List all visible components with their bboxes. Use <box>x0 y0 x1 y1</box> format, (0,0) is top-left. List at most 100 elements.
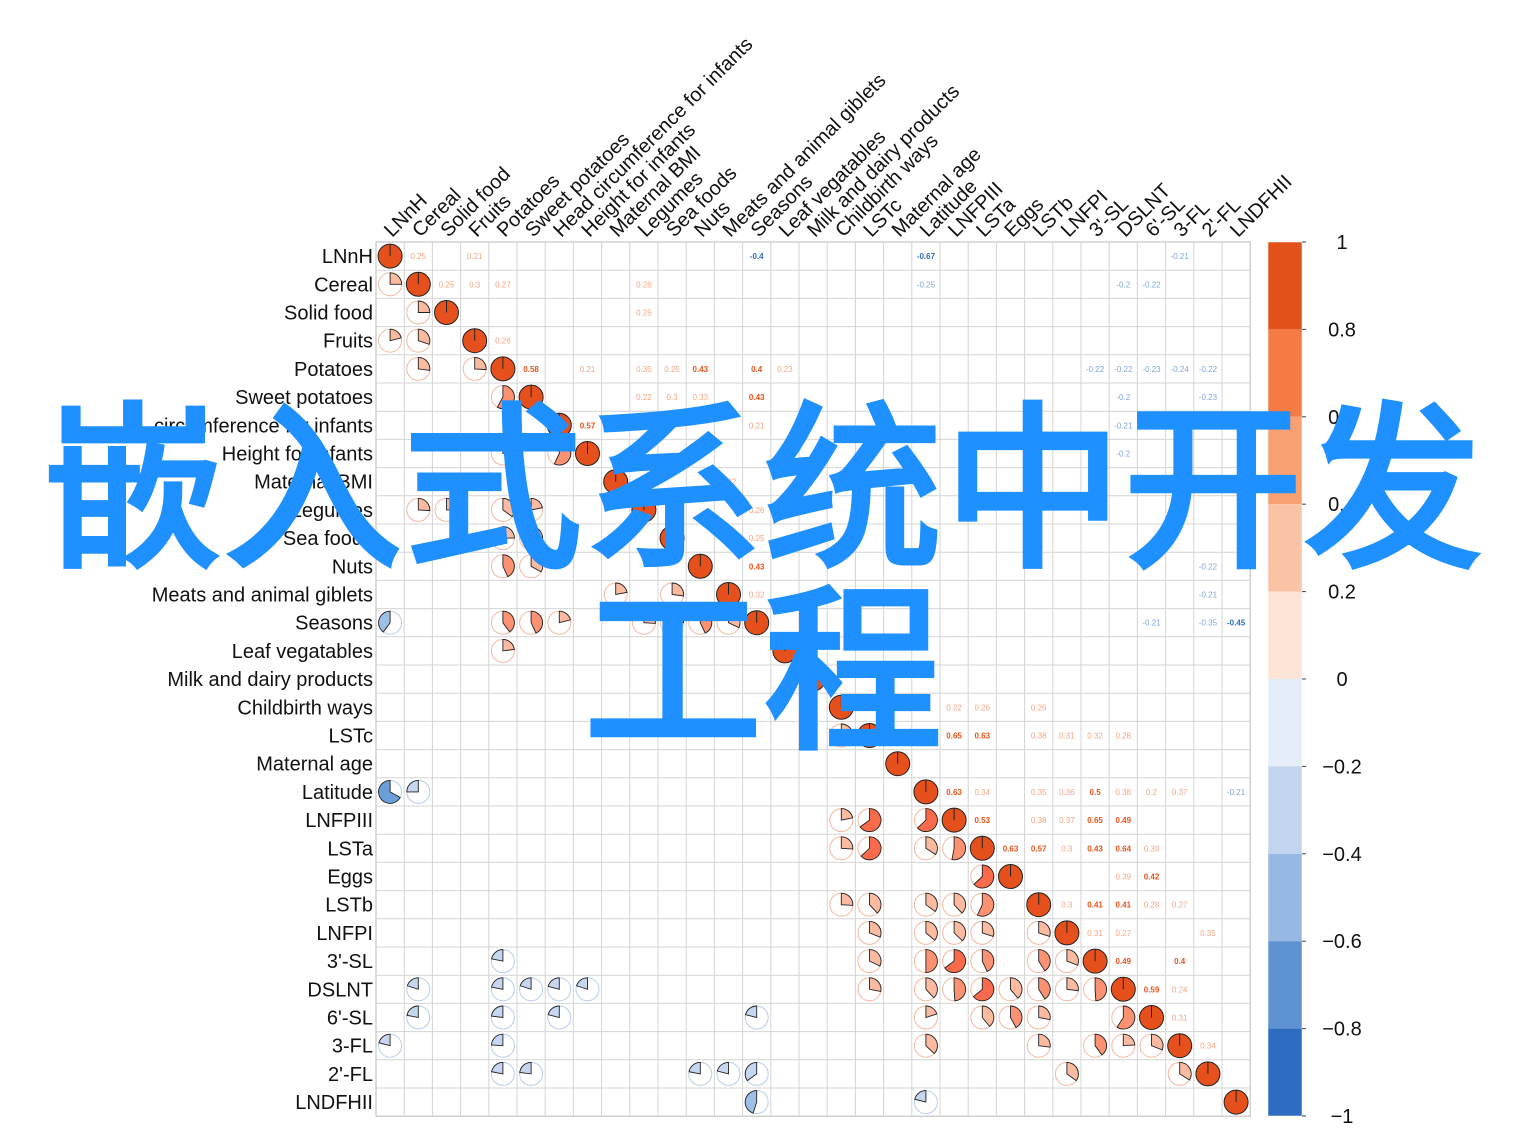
pie-mark <box>942 977 967 1002</box>
pie-mark <box>688 610 713 635</box>
data-label: 0.22 <box>721 478 737 487</box>
data-label: 0.37 <box>1059 816 1075 825</box>
pie-mark <box>744 1090 769 1115</box>
data-label: -0.67 <box>917 252 936 261</box>
pie-slice <box>643 610 656 624</box>
pie-slice <box>446 497 459 511</box>
pie-slice <box>378 610 391 633</box>
row-label: Eggs <box>327 867 373 889</box>
pie-slice <box>925 1005 938 1019</box>
pie-slice <box>1151 1033 1164 1051</box>
data-label: 0.38 <box>1031 816 1047 825</box>
data-label: 0.24 <box>1172 985 1188 994</box>
pie-mark <box>1223 1089 1249 1115</box>
pie-slice <box>953 920 967 942</box>
pie-mark <box>1026 949 1051 974</box>
pie-mark <box>1083 1033 1108 1058</box>
data-label: 0.43 <box>693 365 709 374</box>
pie-mark <box>546 412 572 438</box>
pie-slice <box>558 610 571 624</box>
pie-mark <box>1083 977 1108 1002</box>
pie-slice <box>925 949 938 974</box>
row-label: Latitude <box>302 782 373 804</box>
pie-slice <box>925 836 938 856</box>
pie-mark <box>547 977 572 1002</box>
data-label: 0.35 <box>1031 788 1047 797</box>
pie-mark <box>519 526 544 551</box>
data-label: 0.26 <box>975 703 991 712</box>
data-label: 0.32 <box>749 591 765 600</box>
pie-mark <box>434 300 459 325</box>
pie-mark <box>857 836 882 861</box>
pie-slice <box>1038 1033 1051 1048</box>
pie-slice <box>1066 1061 1079 1082</box>
pie-mark <box>970 892 995 917</box>
pie-slice <box>860 836 882 861</box>
pie-slice <box>389 272 403 285</box>
pie-mark <box>998 977 1023 1002</box>
pie-slice <box>389 328 402 342</box>
pie-mark <box>1054 1061 1079 1086</box>
data-label: 0.38 <box>1031 732 1047 741</box>
pie-mark <box>970 920 995 945</box>
pie-slice <box>944 949 966 974</box>
pie-mark <box>490 977 515 1002</box>
pie-mark <box>1026 977 1051 1002</box>
pie-slice <box>699 610 713 634</box>
colorbar-segment <box>1268 941 1302 1029</box>
data-label: 0.21 <box>580 365 596 374</box>
pie-slice <box>671 610 685 624</box>
pie-mark <box>800 666 826 692</box>
pie-mark <box>1111 1005 1136 1030</box>
pie-mark <box>659 525 685 551</box>
row-label: LNFPIII <box>305 810 373 832</box>
row-label: Sea foods <box>283 528 373 550</box>
data-label: 0.25 <box>749 534 765 543</box>
pie-mark <box>942 949 967 974</box>
pie-mark <box>490 610 515 635</box>
pie-slice <box>840 808 854 821</box>
pie-mark <box>913 949 938 974</box>
pie-mark <box>547 1005 572 1030</box>
grid <box>375 241 1251 1117</box>
pie-mark <box>998 1005 1023 1030</box>
row-label: circumference for infants <box>154 415 373 437</box>
pie-mark <box>828 694 854 720</box>
colorbar-segment <box>1268 329 1302 417</box>
pie-mark <box>434 497 459 522</box>
pie-slice <box>744 1061 758 1082</box>
row-label: Legumes <box>291 500 373 522</box>
data-label: 0.5 <box>1090 788 1102 797</box>
data-label: -0.2 <box>1116 280 1130 289</box>
data-label: 0.3 <box>1061 901 1073 910</box>
pie-slice <box>417 300 431 313</box>
pie-mark <box>744 1061 769 1086</box>
pie-slice <box>869 892 882 914</box>
data-label: 0.41 <box>1116 901 1132 910</box>
pie-slice <box>530 526 544 543</box>
row-label: Sweet potatoes <box>235 387 373 409</box>
pie-slice <box>1038 1005 1051 1021</box>
pie-slice <box>417 328 431 345</box>
data-label: 0.65 <box>1087 816 1103 825</box>
pie-slice <box>1010 977 1023 999</box>
pie-slice <box>981 949 995 973</box>
data-label: 0.36 <box>1059 788 1075 797</box>
data-label: 0.21 <box>467 252 483 261</box>
pie-mark <box>1167 1061 1192 1086</box>
data-label: 0.43 <box>749 393 765 402</box>
colorbar-tick-label: −0.4 <box>1322 844 1361 866</box>
data-label: 0.26 <box>636 280 652 289</box>
pie-slice <box>1122 1033 1136 1047</box>
data-label: -0.22 <box>1199 365 1218 374</box>
pie-slice <box>491 949 504 962</box>
pie-slice <box>840 836 854 850</box>
pie-slice <box>547 1005 560 1019</box>
pie-mark <box>378 1033 403 1058</box>
data-label: -0.45 <box>1227 619 1246 628</box>
colorbar-tick-label: 0 <box>1336 669 1347 691</box>
row-label: Fruits <box>323 331 373 353</box>
colorbar-tick-label: −0.8 <box>1322 1019 1361 1041</box>
pie-slice <box>615 582 628 596</box>
data-label: -0.21 <box>1227 788 1246 797</box>
